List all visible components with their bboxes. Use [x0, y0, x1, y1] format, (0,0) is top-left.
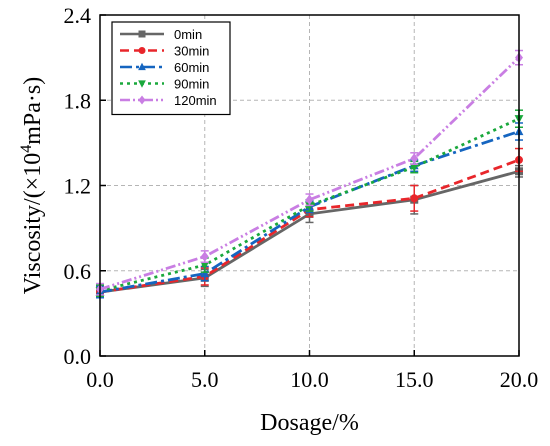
y-tick-label: 1.8	[64, 88, 92, 113]
y-tick-label: 0.0	[64, 344, 92, 369]
legend-marker	[138, 47, 146, 54]
x-tick-label: 20.0	[500, 367, 539, 392]
legend-marker	[138, 62, 146, 71]
y-axis-title-suffix: mPa·s)	[20, 77, 46, 145]
legend-label: 120min	[174, 93, 217, 108]
legend-item: 60min	[120, 60, 209, 75]
data-point	[200, 261, 210, 270]
data-point	[410, 194, 419, 203]
x-tick-label: 0.0	[86, 367, 114, 392]
y-axis-title-prefix: Viscosity/(×10	[20, 153, 46, 294]
data-point	[200, 251, 209, 262]
series-line	[99, 117, 520, 293]
y-tick-label: 2.4	[64, 3, 92, 28]
series-group	[95, 49, 524, 299]
data-point	[410, 153, 419, 164]
legend-label: 30min	[174, 44, 209, 59]
legend-label: 90min	[174, 77, 209, 92]
series-120min	[96, 49, 523, 296]
data-point	[200, 268, 210, 278]
legend-item: 90min	[120, 77, 209, 92]
y-tick-label: 1.2	[64, 174, 92, 199]
y-axis-title: Viscosity/(×104mPa·s)	[18, 77, 46, 294]
legend-marker	[138, 30, 146, 38]
legend-label: 0min	[174, 27, 202, 42]
y-tick-label: 0.6	[64, 259, 92, 284]
axis-ticks: 0.0 5.0 10.0 15.0 20.0 0.0 0.6 1.2 1.8 2.4	[64, 3, 539, 392]
y-axis-title-exponent: 4	[18, 145, 35, 153]
x-tick-label: 5.0	[191, 367, 219, 392]
legend-marker	[138, 80, 146, 88]
data-point	[409, 163, 419, 172]
legend-marker	[138, 95, 146, 105]
legend-label: 60min	[174, 60, 209, 75]
legend-item: 120min	[120, 93, 217, 108]
legend-item: 0min	[120, 27, 202, 42]
legend-item: 30min	[120, 44, 209, 59]
series-line	[99, 56, 520, 291]
data-point	[305, 194, 314, 205]
x-axis-title: Dosage/%	[260, 410, 359, 436]
x-tick-label: 15.0	[395, 367, 434, 392]
x-tick-label: 10.0	[290, 367, 329, 392]
